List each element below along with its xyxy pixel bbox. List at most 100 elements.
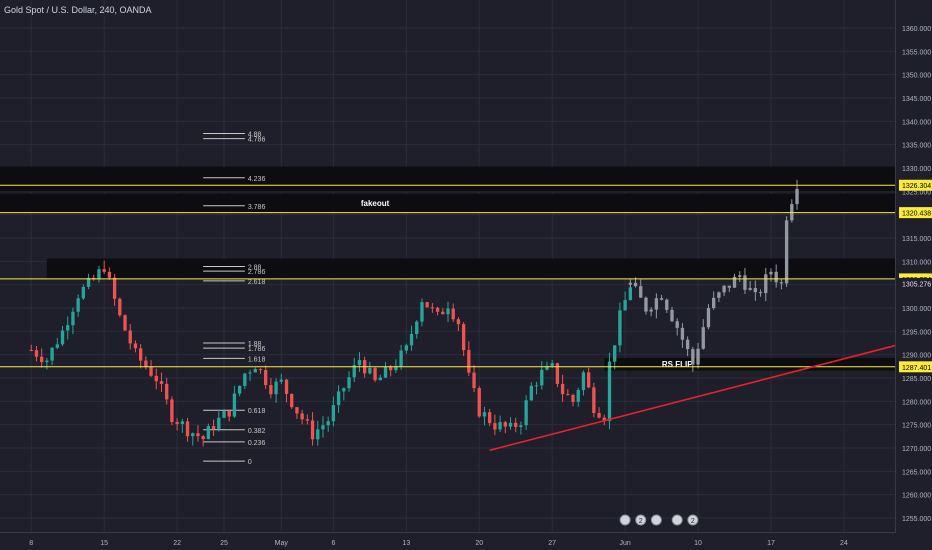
candle-body <box>29 350 33 351</box>
candle-body <box>159 381 164 384</box>
candles <box>29 260 632 447</box>
fib-level-label: 1.618 <box>248 356 266 363</box>
price-tick-label: 1285.000 <box>902 376 931 383</box>
candle-body <box>571 395 575 402</box>
candle-body <box>607 361 612 422</box>
candle-body <box>706 308 711 328</box>
candle-body <box>243 373 247 386</box>
trendline-line[interactable] <box>489 344 897 452</box>
candle-body <box>138 348 143 361</box>
candle-body <box>128 330 132 344</box>
candle-body <box>373 368 377 381</box>
last-price-label: 1305.276 <box>902 281 931 288</box>
candle-body <box>237 385 242 394</box>
candle-body <box>206 426 211 440</box>
price-tick-label: 1350.000 <box>902 73 931 80</box>
candle-body <box>191 433 195 437</box>
candle-body <box>550 363 554 366</box>
candle-body <box>71 311 75 326</box>
level-badge <box>899 361 932 373</box>
candle-body <box>503 422 507 427</box>
time-axis[interactable]: 8 15 22 25 May 6 13 20 27 Jun 10 17 24 <box>29 540 848 547</box>
candle-body <box>279 379 283 382</box>
candle-body <box>493 423 497 430</box>
level-badge <box>899 179 932 191</box>
candle-body <box>310 420 315 440</box>
candle-body <box>696 348 700 365</box>
candle-body <box>55 344 59 348</box>
candle-body <box>597 412 601 418</box>
candle-body <box>534 385 539 387</box>
price-tick-label: 1280.000 <box>902 399 931 406</box>
candle-body <box>342 388 346 392</box>
horizontal-levels[interactable] <box>0 184 896 368</box>
candle-body <box>50 347 54 361</box>
candle-body <box>165 383 169 400</box>
candle-body <box>180 421 184 424</box>
time-tick-label: 10 <box>694 540 702 547</box>
fib-level-label: 2.88 <box>248 264 262 271</box>
price-tick-label: 1325.000 <box>902 189 931 196</box>
candle-body <box>34 350 39 357</box>
time-tick-label: 27 <box>548 540 556 547</box>
event-marker[interactable] <box>650 514 662 526</box>
price-tick-label: 1275.000 <box>902 423 931 430</box>
event-marker[interactable] <box>619 514 631 526</box>
candle-body <box>217 417 221 430</box>
candle-body <box>774 271 778 283</box>
candle-body <box>336 391 341 406</box>
price-tick-label: 1295.000 <box>902 329 931 336</box>
zone-box <box>0 166 896 192</box>
candle-body <box>717 292 721 298</box>
candle-body <box>378 377 382 381</box>
candle-body <box>467 350 471 373</box>
time-tick-label: 24 <box>840 540 848 547</box>
candle-body <box>300 413 304 420</box>
event-marker-circle <box>687 514 699 526</box>
candle-body <box>232 393 237 417</box>
candle-body <box>659 298 664 300</box>
price-tick-label: 1335.000 <box>902 143 931 150</box>
zone-box <box>0 193 896 213</box>
level-badge-label: 1287.401 <box>902 365 931 372</box>
price-tick-label: 1315.000 <box>902 236 931 243</box>
candle-body <box>123 315 127 331</box>
candle-body <box>519 425 523 427</box>
event-marker[interactable]: 2 <box>687 514 699 526</box>
event-marker-label: 2 <box>691 518 695 525</box>
candle-body <box>514 422 518 427</box>
price-tick-label: 1340.000 <box>902 119 931 126</box>
event-marker[interactable] <box>671 514 683 526</box>
candle-body <box>149 367 153 376</box>
time-tick-label: 6 <box>331 540 335 547</box>
candle-body <box>295 407 299 414</box>
candle-body <box>227 410 231 417</box>
level-badge <box>899 207 932 219</box>
fib-level-label: 1.88 <box>248 341 262 348</box>
time-tick-label: Jun <box>619 540 630 547</box>
candle-body <box>508 422 513 427</box>
candle-body <box>66 325 70 331</box>
trendline[interactable] <box>489 344 897 452</box>
candle-body <box>623 300 627 311</box>
candle-body <box>722 285 726 293</box>
time-tick-label: 22 <box>173 540 181 547</box>
event-marker-label: 2 <box>639 518 643 525</box>
candle-body <box>758 292 763 294</box>
candle-body <box>258 369 263 371</box>
candle-body <box>524 400 528 426</box>
zone-box <box>604 357 896 371</box>
candle-body <box>404 345 408 351</box>
candle-body <box>133 343 138 349</box>
fib-level-label: 0.382 <box>248 428 266 435</box>
candle-body <box>748 288 752 290</box>
event-marker[interactable]: 2 <box>635 514 647 526</box>
candle-body <box>482 412 487 417</box>
fib-level-label: 3.786 <box>248 204 266 211</box>
candle-body <box>613 345 617 362</box>
price-tick-label: 1265.000 <box>902 469 931 476</box>
event-marker-circle <box>650 514 662 526</box>
